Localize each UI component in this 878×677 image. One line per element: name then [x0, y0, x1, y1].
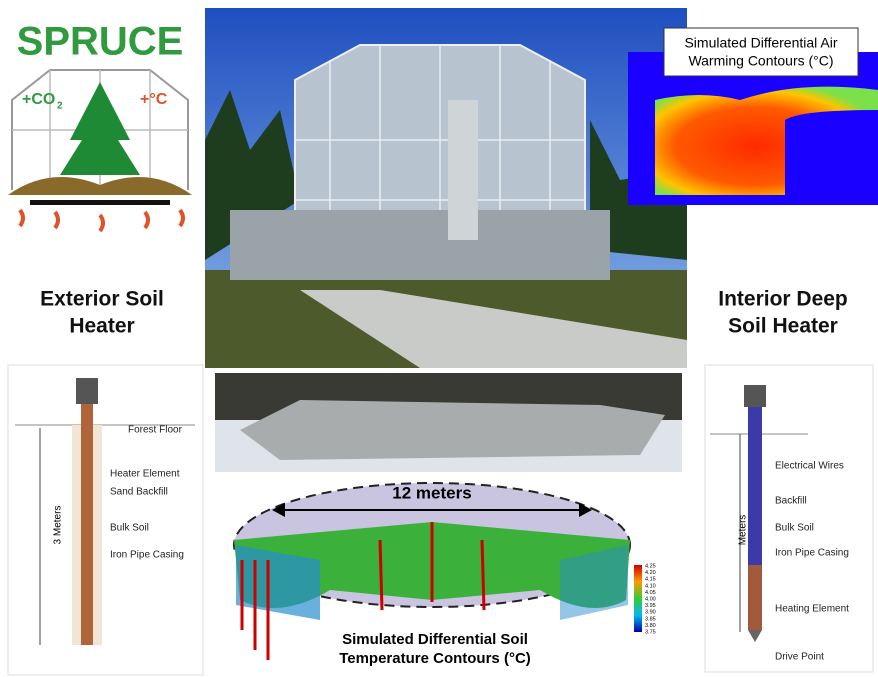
- colorbar-labels: 4.254.204.154.104.054.003.953.903.853.80…: [645, 563, 656, 635]
- air-title: Simulated Differential Air: [684, 35, 837, 51]
- soil-contours: 12 meters 4.254.204.154.104.054.003.953.…: [228, 478, 656, 677]
- interior-diagram-shape: [744, 385, 766, 407]
- part-label: Sand Backfill: [110, 487, 168, 498]
- part-label: Forest Floor: [128, 425, 183, 436]
- interior-diagram: Meters Electrical Wires Backfill Bulk So…: [705, 365, 873, 672]
- page: SPRUCE +CO 2 +°C Simulated Differential …: [0, 0, 878, 677]
- air-title: Warming Contours (°C): [688, 53, 833, 69]
- caption: Simulated Differential Soil: [342, 631, 528, 648]
- part-label: Backfill: [775, 496, 807, 507]
- logo-co2: +CO: [22, 91, 55, 108]
- figure: SPRUCE +CO 2 +°C Simulated Differential …: [0, 0, 878, 677]
- interior-diagram-shape: [705, 365, 873, 672]
- interior-diagram-shape: [748, 405, 762, 565]
- caption: Temperature Contours (°C): [339, 650, 531, 667]
- colorbar-label: 4.10: [645, 583, 656, 589]
- colorbar-label: 3.95: [645, 603, 656, 609]
- colorbar-label: 4.20: [645, 570, 656, 576]
- logo-co2-sub: 2: [57, 101, 63, 112]
- colorbar-label: 3.90: [645, 610, 656, 616]
- depth-label: 3 Meters: [53, 506, 64, 545]
- part-label: Iron Pipe Casing: [775, 548, 849, 559]
- interior-diagram-shape: [748, 565, 762, 630]
- logo: SPRUCE +CO 2 +°C: [8, 20, 192, 231]
- part-label: Heating Element: [775, 604, 849, 615]
- colorbar-label: 4.25: [645, 563, 656, 569]
- exterior-diagram-shape: [81, 395, 93, 645]
- colorbar-label: 3.75: [645, 629, 656, 635]
- colorbar-label: 3.80: [645, 623, 656, 629]
- part-label: Drive Point: [775, 652, 824, 663]
- colorbar-label: 4.00: [645, 596, 656, 602]
- enclosure-photo-shape: [230, 210, 610, 280]
- part-label: Bulk Soil: [110, 523, 149, 534]
- logo-shape: [30, 200, 170, 205]
- colorbar-label: 4.05: [645, 590, 656, 596]
- span-label: 12 meters: [392, 483, 471, 502]
- colorbar-label: 3.85: [645, 616, 656, 622]
- part-label: Iron Pipe Casing: [110, 550, 184, 561]
- depth-label: Meters: [738, 515, 749, 546]
- logo-shape: [20, 210, 183, 231]
- enclosure-photo-shape: [448, 100, 478, 240]
- exterior-label: Exterior Soil: [40, 288, 164, 311]
- part-label: Electrical Wires: [775, 461, 844, 472]
- part-label: Bulk Soil: [775, 523, 814, 534]
- air-contours: Simulated Differential Air Warming Conto…: [628, 28, 878, 205]
- part-label: Heater Element: [110, 469, 180, 480]
- interior-label: Soil Heater: [728, 315, 838, 338]
- logo-title: SPRUCE: [17, 20, 184, 64]
- colorbar-label: 4.15: [645, 577, 656, 583]
- exterior-diagram-shape: [8, 365, 203, 675]
- logo-shape: [60, 82, 140, 175]
- exterior-label: Heater: [69, 315, 134, 338]
- plot-photo: [215, 373, 682, 472]
- exterior-diagram-shape: [76, 378, 98, 404]
- exterior-diagram: 3 Meters Forest Floor Heater Element San…: [8, 365, 203, 675]
- interior-label: Interior Deep: [718, 288, 848, 311]
- plot-photo-shape: [240, 400, 665, 460]
- logo-temp: +°C: [140, 91, 168, 108]
- enclosure-photo: [205, 8, 687, 368]
- soil-contours-shape: [634, 565, 642, 632]
